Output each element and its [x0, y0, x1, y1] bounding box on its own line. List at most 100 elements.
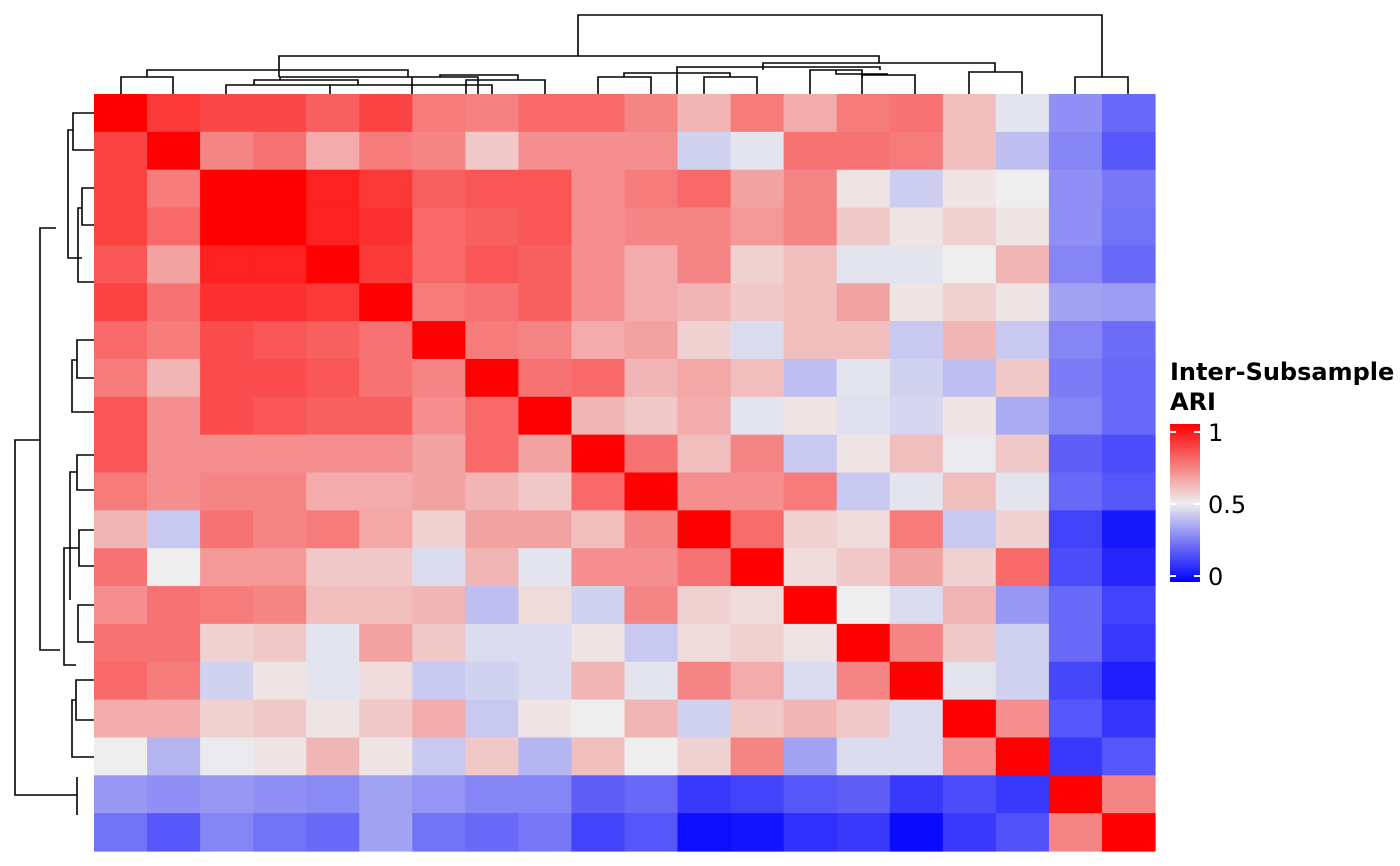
heatmap-cell: [1101, 813, 1156, 852]
heatmap-cell: [306, 321, 360, 360]
heatmap-cell: [730, 737, 785, 776]
legend-tick-label: 1: [1208, 419, 1223, 447]
heatmap-cell: [624, 472, 679, 511]
heatmap-cell: [624, 737, 679, 776]
legend-tick-label: 0.5: [1208, 491, 1246, 519]
heatmap-cell: [518, 699, 573, 739]
heatmap-cell: [200, 472, 254, 511]
heatmap-cell: [571, 586, 626, 625]
heatmap-cell: [677, 813, 732, 852]
heatmap-cell: [518, 548, 573, 587]
heatmap-cell: [94, 396, 148, 436]
heatmap-cell: [306, 699, 360, 739]
heatmap-cell: [200, 813, 254, 852]
column-dendrogram: [120, 14, 1129, 94]
heatmap-cell: [518, 169, 573, 209]
heatmap-cell: [942, 245, 997, 284]
heatmap-cell: [836, 94, 891, 133]
heatmap-cell: [1048, 396, 1103, 436]
heatmap-cell: [783, 94, 838, 133]
heatmap-cell: [677, 548, 732, 587]
heatmap-cell: [571, 131, 626, 171]
heatmap-cell: [94, 510, 148, 549]
heatmap-cell: [783, 586, 838, 625]
heatmap-cell: [359, 586, 413, 625]
heatmap-cell: [359, 775, 413, 814]
heatmap-cell: [995, 510, 1050, 549]
heatmap-cell: [889, 169, 944, 209]
heatmap-cell: [1048, 245, 1103, 284]
heatmap-cell: [889, 586, 944, 625]
heatmap-cell: [677, 94, 732, 133]
heatmap-cell: [253, 94, 307, 133]
heatmap-cell: [624, 321, 679, 360]
heatmap-cell: [571, 775, 626, 814]
heatmap-cell: [465, 548, 519, 587]
heatmap-cell: [1048, 775, 1103, 814]
heatmap-cell: [571, 472, 626, 511]
heatmap-cell: [995, 548, 1050, 587]
heatmap-cell: [1048, 737, 1103, 776]
heatmap-cell: [783, 396, 838, 436]
heatmap-cell: [200, 245, 254, 284]
heatmap-cell: [571, 434, 626, 474]
heatmap-cell: [306, 396, 360, 436]
heatmap-cell: [624, 548, 679, 587]
heatmap-cell: [942, 510, 997, 549]
heatmap-cell: [465, 169, 519, 209]
heatmap-cell: [836, 169, 891, 209]
heatmap-cell: [571, 396, 626, 436]
heatmap-cell: [624, 396, 679, 436]
heatmap-cell: [94, 283, 148, 322]
heatmap-cell: [306, 661, 360, 701]
heatmap-cell: [147, 321, 201, 360]
heatmap-cell: [412, 510, 466, 549]
heatmap-cell: [889, 396, 944, 436]
heatmap-cell: [1101, 169, 1156, 209]
heatmap-cell: [253, 472, 307, 511]
heatmap-cell: [677, 699, 732, 739]
heatmap-cell: [889, 131, 944, 171]
heatmap-cell: [1048, 434, 1103, 474]
heatmap-cell: [200, 207, 254, 246]
heatmap-cell: [783, 207, 838, 246]
heatmap-cell: [889, 699, 944, 739]
heatmap-cell: [412, 434, 466, 474]
heatmap-cell: [783, 737, 838, 776]
heatmap-cell: [730, 131, 785, 171]
heatmap-cell: [571, 623, 626, 663]
heatmap-cell: [624, 586, 679, 625]
heatmap-cell: [677, 472, 732, 511]
heatmap-cell: [1048, 207, 1103, 246]
heatmap-cell: [253, 434, 307, 474]
heatmap-cell: [147, 94, 201, 133]
heatmap-cell: [465, 661, 519, 701]
heatmap-cell: [200, 358, 254, 398]
heatmap-cell: [677, 623, 732, 663]
heatmap-cell: [518, 661, 573, 701]
heatmap-cell: [995, 661, 1050, 701]
heatmap-cell: [624, 775, 679, 814]
heatmap-cell: [783, 623, 838, 663]
heatmap-cell: [200, 169, 254, 209]
heatmap-cell: [200, 321, 254, 360]
heatmap-cell: [147, 586, 201, 625]
heatmap-cell: [94, 623, 148, 663]
heatmap-cell: [1048, 169, 1103, 209]
heatmap-cell: [942, 283, 997, 322]
heatmap-cell: [995, 94, 1050, 133]
heatmap-cell: [889, 358, 944, 398]
heatmap-cell: [889, 775, 944, 814]
heatmap-cell: [147, 131, 201, 171]
heatmap-cell: [995, 169, 1050, 209]
heatmap-cell: [624, 661, 679, 701]
heatmap-cell: [412, 699, 466, 739]
heatmap-cell: [147, 396, 201, 436]
heatmap-cell: [306, 434, 360, 474]
heatmap-cell: [730, 283, 785, 322]
heatmap-cell: [624, 283, 679, 322]
heatmap-cell: [518, 472, 573, 511]
heatmap-cell: [412, 737, 466, 776]
heatmap-cell: [677, 775, 732, 814]
heatmap-cell: [995, 283, 1050, 322]
